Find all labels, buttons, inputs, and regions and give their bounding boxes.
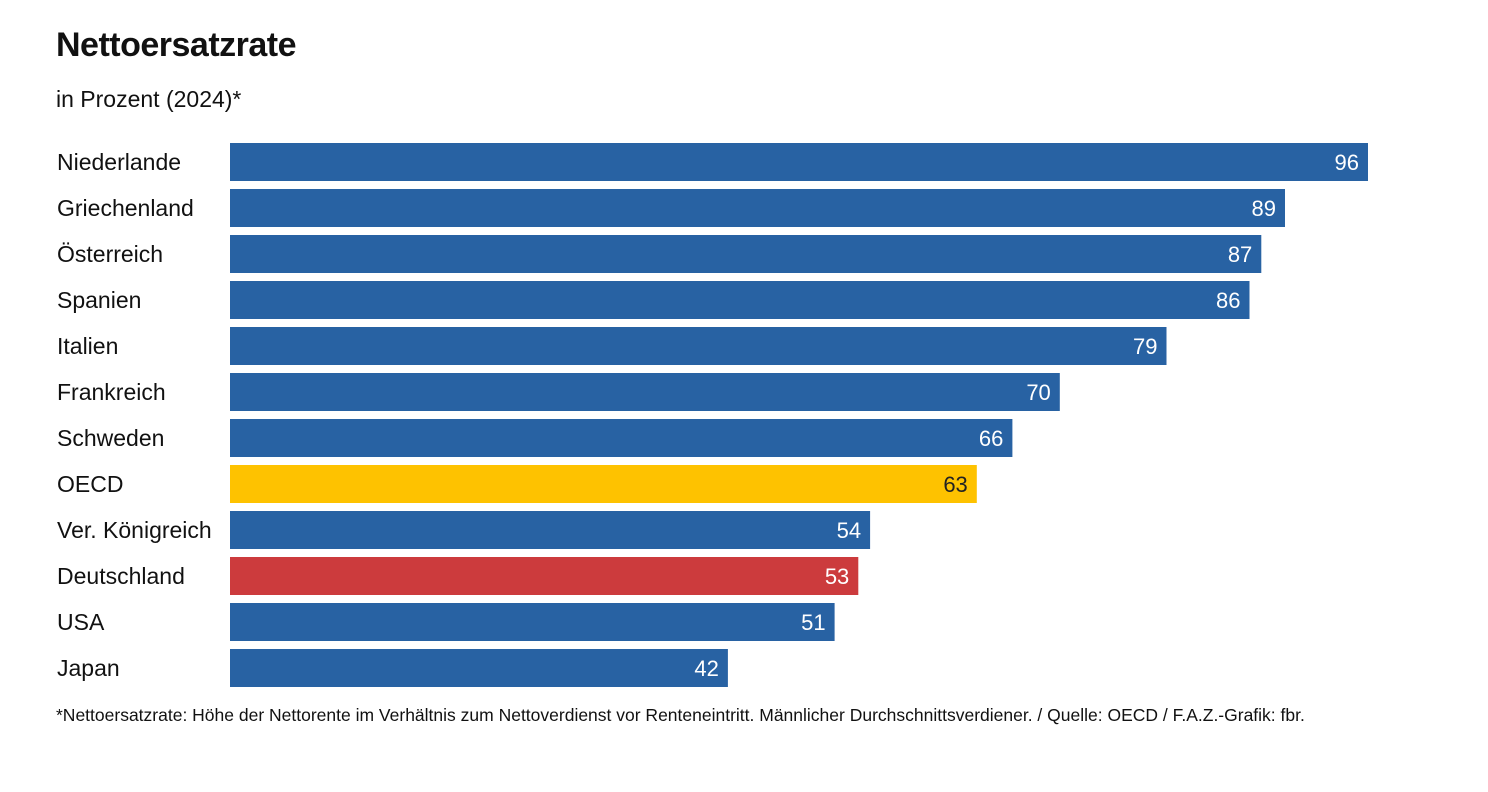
- bar-frankreich: [230, 373, 1060, 411]
- chart-title: Nettoersatzrate: [56, 26, 297, 64]
- bar-niederlande: [230, 143, 1368, 181]
- category-label-ver-königreich: Ver. Königreich: [57, 517, 212, 543]
- category-label-spanien: Spanien: [57, 287, 141, 313]
- value-label-österreich: 87: [1228, 242, 1252, 267]
- value-label-deutschland: 53: [825, 564, 849, 589]
- category-label-griechenland: Griechenland: [57, 195, 194, 221]
- category-label-frankreich: Frankreich: [57, 379, 166, 405]
- value-label-griechenland: 89: [1252, 196, 1276, 221]
- category-label-usa: USA: [57, 609, 105, 635]
- value-label-ver-königreich: 54: [837, 518, 861, 543]
- value-label-oecd: 63: [943, 472, 967, 497]
- bar-oecd: [230, 465, 977, 503]
- bar-deutschland: [230, 557, 859, 595]
- category-label-niederlande: Niederlande: [57, 149, 181, 175]
- value-label-niederlande: 96: [1335, 150, 1359, 175]
- value-label-usa: 51: [801, 610, 825, 635]
- bar-spanien: [230, 281, 1250, 319]
- category-label-italien: Italien: [57, 333, 118, 359]
- bar-österreich: [230, 235, 1262, 273]
- value-label-japan: 42: [694, 656, 718, 681]
- bar-usa: [230, 603, 835, 641]
- value-label-schweden: 66: [979, 426, 1003, 451]
- category-label-oecd: OECD: [57, 471, 123, 497]
- footnote: *Nettoersatzrate: Höhe der Nettorente im…: [56, 705, 1305, 725]
- bar-chart: Niederlande 96 Griechenland 89 Österreich 87 S…: [57, 143, 1368, 687]
- bar-griechenland: [230, 189, 1285, 227]
- value-label-italien: 79: [1133, 334, 1157, 359]
- value-label-spanien: 86: [1216, 288, 1240, 313]
- category-label-schweden: Schweden: [57, 425, 164, 451]
- bar-japan: [230, 649, 728, 687]
- bar-ver-königreich: [230, 511, 871, 549]
- category-label-japan: Japan: [57, 655, 120, 681]
- category-label-deutschland: Deutschland: [57, 563, 185, 589]
- category-label-österreich: Österreich: [57, 241, 163, 267]
- value-label-frankreich: 70: [1026, 380, 1050, 405]
- chart-subtitle: in Prozent (2024)*: [56, 86, 242, 112]
- bar-italien: [230, 327, 1167, 365]
- bar-schweden: [230, 419, 1013, 457]
